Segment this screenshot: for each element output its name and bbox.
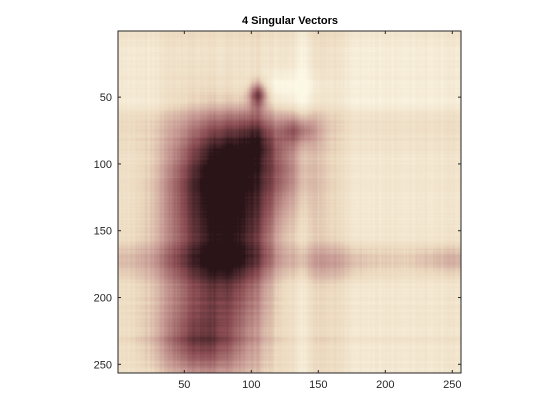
y-tick-label: 150 (94, 226, 112, 238)
heatmap-image (118, 31, 461, 373)
x-tick-label: 50 (178, 379, 190, 391)
y-tick-label: 200 (94, 293, 112, 305)
y-tick-label: 100 (94, 159, 112, 171)
y-tick-label: 250 (94, 359, 112, 371)
x-tick-label: 150 (309, 379, 327, 391)
x-tick-label: 250 (443, 379, 461, 391)
x-tick-label: 100 (242, 379, 260, 391)
x-tick-label: 200 (376, 379, 394, 391)
chart-title: 4 Singular Vectors (242, 15, 338, 27)
heatmap-raster (118, 31, 461, 373)
y-tick-label: 50 (100, 92, 112, 104)
